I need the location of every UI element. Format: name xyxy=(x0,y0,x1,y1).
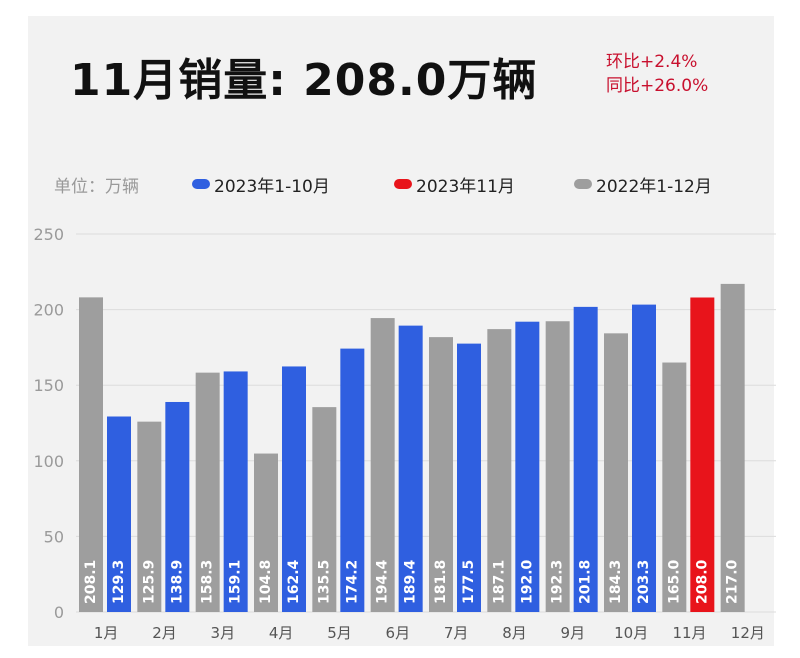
bar-value-label: 165.0 xyxy=(666,559,682,604)
bar-value-label: 158.3 xyxy=(200,560,216,604)
bar-2023 xyxy=(165,401,190,612)
bar-2023-nov xyxy=(690,297,715,612)
bar-value-label: 129.3 xyxy=(111,560,127,604)
x-tick-label: 11月 xyxy=(672,624,706,642)
yoy-growth: 同比+26.0% xyxy=(606,76,709,96)
bar-2023 xyxy=(573,306,598,612)
legend-label: 2022年1-12月 xyxy=(596,176,712,197)
bar-2022 xyxy=(487,329,512,612)
bar-value-label: 162.4 xyxy=(286,559,302,604)
page-title: 11月销量: 208.0万辆 xyxy=(70,55,538,106)
bar-value-label: 208.0 xyxy=(694,559,710,604)
x-tick-label: 1月 xyxy=(94,624,119,642)
legend-label: 2023年1-10月 xyxy=(214,176,330,197)
bar-2022 xyxy=(195,372,220,612)
legend-swatch-gray xyxy=(574,179,592,189)
bar-2023 xyxy=(398,325,423,612)
y-tick-label: 200 xyxy=(33,301,64,320)
bar-2023 xyxy=(457,343,481,612)
bar-value-label: 135.5 xyxy=(316,560,332,604)
bar-2023 xyxy=(632,304,656,612)
bar-value-label: 192.3 xyxy=(550,560,566,604)
bar-value-label: 217.0 xyxy=(725,559,741,604)
bar-value-label: 138.9 xyxy=(169,560,185,604)
x-tick-label: 2月 xyxy=(152,624,177,642)
growth-rates: 环比+2.4% 同比+26.0% xyxy=(606,50,708,98)
bar-value-label: 174.2 xyxy=(344,560,360,604)
bar-value-label: 181.8 xyxy=(433,560,449,604)
y-tick-label: 0 xyxy=(54,603,64,622)
bar-2022 xyxy=(312,407,337,612)
bar-2022 xyxy=(720,283,745,612)
bar-2022 xyxy=(662,362,687,612)
bar-2022 xyxy=(429,337,453,612)
legend-item-2023-jan-oct: 2023年1-10月 xyxy=(192,172,330,197)
bar-2022 xyxy=(604,333,628,612)
bar-2022 xyxy=(137,421,162,612)
bar-value-label: 159.1 xyxy=(228,560,244,604)
bar-2022 xyxy=(545,321,570,612)
legend-item-2022: 2022年1-12月 xyxy=(574,172,712,197)
bar-2022 xyxy=(79,297,103,612)
x-tick-label: 6月 xyxy=(386,624,411,642)
bar-value-label: 208.1 xyxy=(83,560,99,604)
unit-label: 单位：万辆 xyxy=(54,177,139,197)
bar-2023 xyxy=(282,366,306,612)
bar-value-label: 201.8 xyxy=(578,560,594,604)
bar-value-label: 203.3 xyxy=(636,560,652,604)
x-tick-label: 8月 xyxy=(502,624,527,642)
legend-item-2023-nov: 2023年11月 xyxy=(394,172,515,197)
bar-2022 xyxy=(370,318,395,612)
legend-swatch-red xyxy=(394,179,412,189)
mom-growth: 环比+2.4% xyxy=(606,52,698,72)
bar-value-label: 187.1 xyxy=(491,560,507,604)
y-tick-label: 150 xyxy=(33,376,64,395)
x-tick-label: 3月 xyxy=(211,624,236,642)
bar-2023 xyxy=(515,321,540,612)
bar-2023 xyxy=(223,371,248,612)
bar-value-label: 125.9 xyxy=(141,560,157,604)
x-tick-label: 5月 xyxy=(327,624,352,642)
x-tick-label: 12月 xyxy=(731,624,765,642)
bar-value-label: 177.5 xyxy=(461,560,477,604)
bar-2023 xyxy=(107,416,131,612)
legend-label: 2023年11月 xyxy=(416,176,515,197)
x-tick-label: 7月 xyxy=(444,624,469,642)
y-tick-label: 100 xyxy=(33,452,64,471)
x-tick-label: 9月 xyxy=(561,624,586,642)
bar-value-label: 104.8 xyxy=(258,560,274,604)
x-tick-label: 4月 xyxy=(269,624,294,642)
legend-swatch-blue xyxy=(192,179,210,189)
bar-value-label: 194.4 xyxy=(375,559,391,604)
y-tick-label: 250 xyxy=(33,225,64,244)
bar-2022 xyxy=(254,453,278,612)
header: 11月销量: 208.0万辆 环比+2.4% 同比+26.0% xyxy=(40,38,760,118)
bar-value-label: 184.3 xyxy=(608,560,624,604)
y-tick-label: 50 xyxy=(44,527,64,546)
bar-2023 xyxy=(340,348,365,612)
bar-value-label: 192.0 xyxy=(519,559,535,604)
bar-value-label: 189.4 xyxy=(403,559,419,604)
x-tick-label: 10月 xyxy=(614,624,648,642)
